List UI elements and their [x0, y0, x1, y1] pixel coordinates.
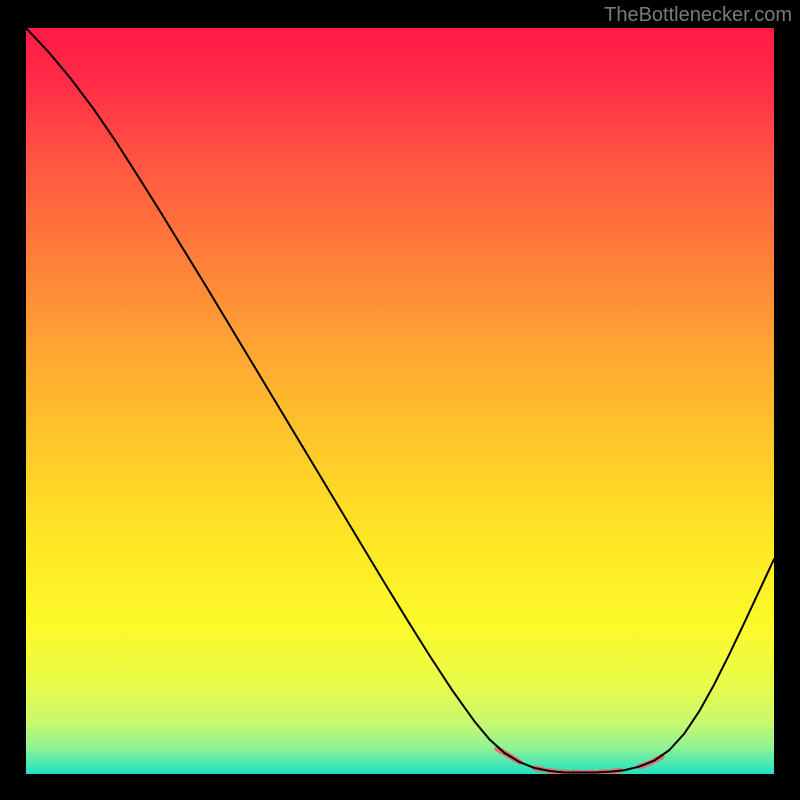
chart-svg: [26, 28, 774, 774]
chart-background: [26, 28, 774, 774]
watermark-text: TheBottlenecker.com: [604, 4, 792, 27]
chart-container: [26, 28, 774, 774]
